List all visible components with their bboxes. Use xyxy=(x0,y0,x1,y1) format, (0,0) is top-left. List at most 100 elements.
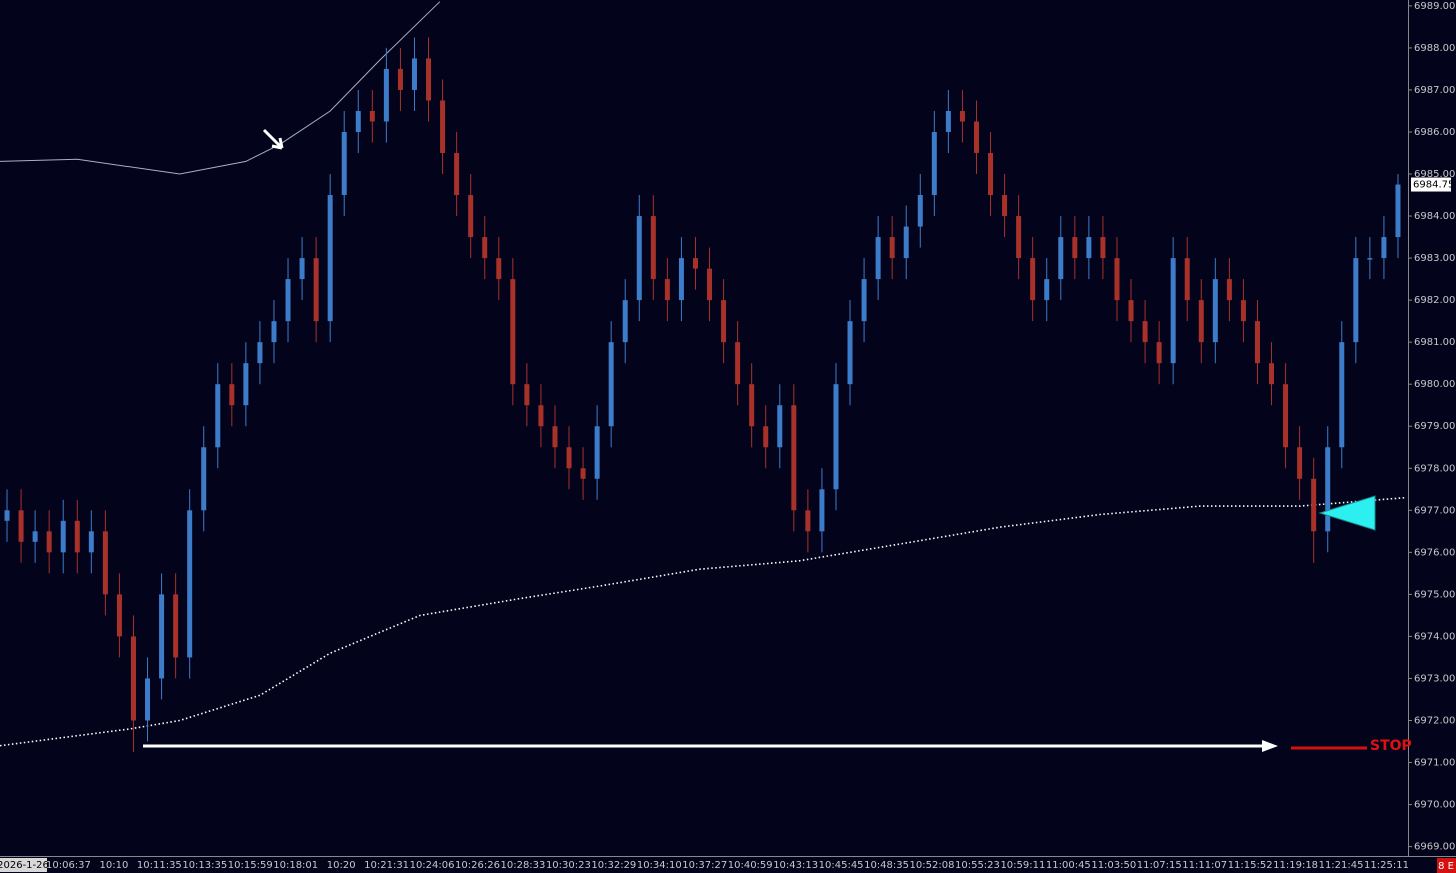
y-tick-label: 6987.00 xyxy=(1414,85,1455,96)
y-tick-label: 6983.00 xyxy=(1414,253,1455,264)
candle-body xyxy=(1395,184,1401,238)
candle-body xyxy=(1002,195,1008,217)
candle-body xyxy=(32,531,38,542)
x-tick-label: 10:26:26 xyxy=(455,860,500,871)
x-tick-label: 10:06:37 xyxy=(46,860,91,871)
candle-body xyxy=(1353,258,1359,343)
candle-body xyxy=(805,510,811,532)
candle-body xyxy=(777,405,783,448)
candle-body xyxy=(271,321,277,343)
x-tick-label: 10:34:10 xyxy=(637,860,682,871)
candle-body xyxy=(707,268,713,301)
candle-body xyxy=(215,384,221,448)
candle-body xyxy=(735,342,741,385)
candle-body xyxy=(791,405,797,511)
candle-body xyxy=(1170,258,1176,364)
x-tick-label: 10:18:01 xyxy=(273,860,318,871)
arrow-head xyxy=(1262,740,1278,752)
candle-body xyxy=(594,426,600,479)
candle-body xyxy=(988,153,994,196)
candle-body xyxy=(440,100,446,154)
candle-body xyxy=(1254,321,1260,364)
y-tick-label: 6989.00 xyxy=(1414,1,1455,12)
candle-body xyxy=(1240,300,1246,322)
candle-body xyxy=(1086,237,1092,259)
candle-body xyxy=(875,237,881,280)
x-tick-label: 11:00:45 xyxy=(1046,860,1091,871)
candle-body xyxy=(1297,447,1303,479)
candle-body xyxy=(721,300,727,343)
candle-body xyxy=(1212,279,1218,343)
candle-body xyxy=(454,153,460,196)
x-tick-label: 10:10 xyxy=(99,860,128,871)
x-tick-label: 10:59:11 xyxy=(1000,860,1045,871)
candle-body xyxy=(411,58,417,90)
candle-body xyxy=(678,258,684,301)
candle-body xyxy=(819,489,825,532)
candle-body xyxy=(60,520,66,553)
candle-body xyxy=(116,594,122,637)
x-tick-label: 10:21:31 xyxy=(364,860,409,871)
candle-body xyxy=(1325,447,1331,532)
candle-body xyxy=(46,531,52,553)
candle-body xyxy=(229,384,235,406)
date-label-bg xyxy=(0,858,47,872)
candle-body xyxy=(1058,237,1064,280)
x-tick-label: 10:37:27 xyxy=(682,860,727,871)
y-tick-label: 6969.00 xyxy=(1414,842,1455,853)
corner-box xyxy=(1437,858,1456,873)
candle-body xyxy=(1044,279,1050,301)
candle-body xyxy=(426,58,432,101)
x-tick-label: 10:24:06 xyxy=(410,860,455,871)
x-tick-label: 10:15:59 xyxy=(228,860,273,871)
candle-body xyxy=(1142,321,1148,343)
candle-body xyxy=(1184,258,1190,301)
x-tick-label: 2026-1-26 xyxy=(0,860,49,871)
y-tick-label: 6978.00 xyxy=(1414,463,1455,474)
y-tick-label: 6988.00 xyxy=(1414,43,1455,54)
candle-body xyxy=(383,68,389,122)
y-tick-label: 6986.00 xyxy=(1414,127,1455,138)
candle-body xyxy=(945,110,951,132)
upper-band-line xyxy=(0,1,441,175)
candle-body xyxy=(74,520,80,553)
candle-body xyxy=(102,531,108,595)
x-tick-label: 10:28:33 xyxy=(500,860,545,871)
candle-body xyxy=(243,363,249,406)
candle-body xyxy=(903,226,909,259)
x-tick-label: 11:07:15 xyxy=(1137,860,1182,871)
x-tick-label: 11:25:11 xyxy=(1364,860,1409,871)
candle-body xyxy=(763,426,769,448)
candle-body xyxy=(664,279,670,301)
candle-body xyxy=(959,110,965,122)
candle-body xyxy=(397,68,403,90)
candle-body xyxy=(650,216,656,280)
candle-body xyxy=(1269,363,1275,385)
candle-body xyxy=(1198,300,1204,343)
candle-body xyxy=(1226,279,1232,301)
candle-body xyxy=(1367,258,1373,260)
x-tick-label: 10:55:23 xyxy=(955,860,1000,871)
candle-body xyxy=(1311,478,1317,532)
last-price-label: 6984.75 xyxy=(1413,180,1454,191)
candle-body xyxy=(636,216,642,301)
candle-body xyxy=(1283,384,1289,448)
y-tick-label: 6975.00 xyxy=(1414,589,1455,600)
candle-body xyxy=(1030,258,1036,301)
candle-body xyxy=(4,510,10,521)
y-tick-label: 6979.00 xyxy=(1414,421,1455,432)
candle-body xyxy=(88,531,94,553)
x-tick-label: 10:11:35 xyxy=(137,860,182,871)
x-tick-label: 10:40:59 xyxy=(728,860,773,871)
candle-body xyxy=(313,258,319,322)
y-tick-label: 6984.00 xyxy=(1414,211,1455,222)
y-tick-label: 6970.00 xyxy=(1414,800,1455,811)
y-tick-label: 6981.00 xyxy=(1414,337,1455,348)
corner-label: 8 E xyxy=(1438,861,1454,872)
x-tick-label: 11:19:18 xyxy=(1273,860,1318,871)
candle-body xyxy=(369,110,375,122)
x-tick-label: 10:30:23 xyxy=(546,860,591,871)
arrow-annotation xyxy=(262,128,284,150)
